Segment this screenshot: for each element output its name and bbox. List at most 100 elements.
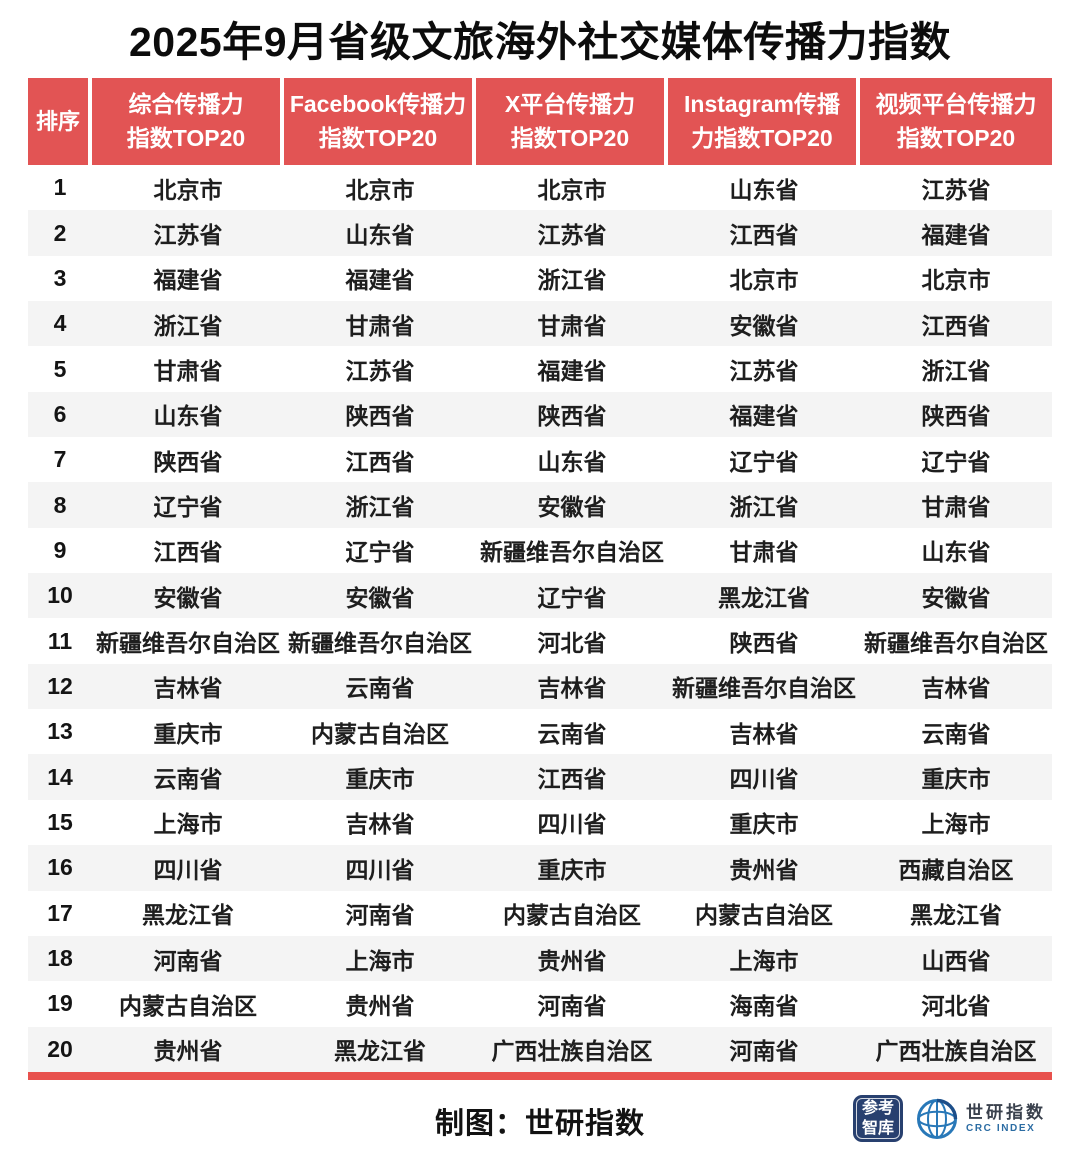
province-cell: 四川省	[729, 766, 799, 793]
province-cell: 贵州省	[345, 992, 415, 1019]
province-cell: 北京市	[537, 176, 607, 203]
table-row: 16 四川省 四川省 重庆市 贵州省 西藏自治区	[28, 845, 1052, 891]
rank-cell: 14	[47, 763, 73, 790]
table-row: 7 陕西省 江西省 山东省 辽宁省 辽宁省	[28, 437, 1052, 482]
province-cell: 江苏省	[729, 358, 799, 385]
province-cell: 江西省	[153, 539, 223, 566]
province-cell: 新疆维吾尔自治区	[288, 630, 472, 657]
table-row: 2 江苏省 山东省 江苏省 江西省 福建省	[28, 210, 1052, 256]
column-header-video: 视频平台传播力 指数TOP20	[860, 78, 1052, 165]
province-cell: 黑龙江省	[142, 902, 234, 929]
province-cell: 甘肃省	[345, 312, 415, 339]
province-cell: 贵州省	[729, 856, 799, 883]
table-row: 6 山东省 陕西省 陕西省 福建省 陕西省	[28, 391, 1052, 438]
province-cell: 新疆维吾尔自治区	[672, 675, 856, 702]
province-cell: 福建省	[345, 267, 415, 294]
province-cell: 安徽省	[537, 494, 607, 521]
province-cell: 山东省	[153, 403, 223, 430]
province-cell: 重庆市	[729, 811, 799, 838]
province-cell: 四川省	[153, 856, 223, 883]
province-cell: 上海市	[345, 947, 415, 974]
table-header-row: 排序 综合传播力 指数TOP20 Facebook传播力 指数TOP20 X平台传播力 指数…	[28, 78, 1052, 165]
rank-cell: 10	[47, 582, 73, 609]
rank-cell: 12	[47, 672, 73, 699]
province-cell: 北京市	[345, 176, 415, 203]
province-cell: 甘肃省	[537, 312, 607, 339]
province-cell: 重庆市	[153, 720, 223, 747]
province-cell: 山东省	[345, 222, 415, 249]
shiyan-subtitle: CRC INDEX	[966, 1122, 1036, 1134]
province-cell: 江苏省	[345, 358, 415, 385]
province-cell: 福建省	[921, 222, 991, 249]
province-cell: 辽宁省	[345, 539, 415, 566]
province-cell: 吉林省	[345, 811, 415, 838]
cankao-zhiku-logo: 参考 智库	[853, 1095, 903, 1142]
province-cell: 甘肃省	[153, 358, 223, 385]
province-cell: 陕西省	[921, 403, 991, 430]
rank-cell: 19	[47, 990, 73, 1017]
rank-cell: 15	[47, 808, 73, 835]
province-cell: 浙江省	[345, 494, 415, 521]
province-cell: 江西省	[537, 766, 607, 793]
province-cell: 黑龙江省	[334, 1038, 426, 1065]
province-cell: 辽宁省	[153, 494, 223, 521]
province-cell: 陕西省	[729, 630, 799, 657]
rank-cell: 2	[53, 219, 67, 246]
province-cell: 河北省	[537, 630, 607, 657]
province-cell: 安徽省	[345, 584, 415, 611]
province-cell: 辽宁省	[921, 448, 991, 475]
province-cell: 重庆市	[537, 856, 607, 883]
province-cell: 浙江省	[537, 267, 607, 294]
ranking-table: 排序 综合传播力 指数TOP20 Facebook传播力 指数TOP20 X平台传播力 指数…	[28, 78, 1052, 1080]
rank-cell: 5	[53, 355, 67, 382]
province-cell: 陕西省	[345, 403, 415, 430]
column-header-x: X平台传播力 指数TOP20	[476, 78, 668, 165]
table-row: 11 新疆维吾尔自治区 新疆维吾尔自治区 河北省 陕西省 新疆维吾尔自治区	[28, 618, 1052, 663]
table-row: 18 河南省 上海市 贵州省 上海市 山西省	[28, 935, 1052, 982]
shiyan-wordmark: 世研指数 CRC INDEX	[966, 1103, 1046, 1134]
column-header-facebook: Facebook传播力 指数TOP20	[284, 78, 476, 165]
province-cell: 广西壮族自治区	[491, 1038, 653, 1065]
cankao-logo-line1: 参考	[861, 1100, 894, 1118]
province-cell: 北京市	[153, 176, 223, 203]
province-cell: 云南省	[345, 675, 415, 702]
province-cell: 黑龙江省	[718, 584, 810, 611]
rank-cell: 20	[47, 1035, 73, 1062]
table-row: 12 吉林省 云南省 吉林省 新疆维吾尔自治区 吉林省	[28, 663, 1052, 710]
footer-logos: 参考 智库 世研指数 CRC INDEX	[853, 1095, 1046, 1142]
province-cell: 四川省	[345, 856, 415, 883]
table-row: 4 浙江省 甘肃省 甘肃省 安徽省 江西省	[28, 301, 1052, 347]
province-cell: 山西省	[921, 947, 991, 974]
globe-icon	[917, 1098, 958, 1139]
credit-text: 制图：世研指数	[434, 1108, 645, 1140]
table-row: 8 辽宁省 浙江省 安徽省 浙江省 甘肃省	[28, 482, 1052, 528]
province-cell: 云南省	[153, 766, 223, 793]
province-cell: 江西省	[921, 312, 991, 339]
shiyan-name: 世研指数	[966, 1102, 1046, 1122]
table-row: 20 贵州省 黑龙江省 广西壮族自治区 河南省 广西壮族自治区	[28, 1026, 1052, 1072]
table-row: 1 北京市 北京市 北京市 山东省 江苏省	[28, 165, 1052, 210]
province-cell: 安徽省	[153, 584, 223, 611]
table-body: 1 北京市 北京市 北京市 山东省 江苏省 2 江苏省 山东省 江苏省 江西省 福建省 3 福建省 福建省浙…	[28, 165, 1052, 1072]
province-cell: 吉林省	[153, 675, 223, 702]
province-cell: 山东省	[537, 448, 607, 475]
province-cell: 江苏省	[153, 222, 223, 249]
province-cell: 海南省	[729, 992, 799, 1019]
rank-cell: 18	[47, 945, 73, 972]
province-cell: 福建省	[729, 403, 799, 430]
province-cell: 河北省	[921, 992, 991, 1019]
province-cell: 甘肃省	[729, 539, 799, 566]
cankao-logo-line2: 智库	[861, 1119, 894, 1137]
table-row: 9 江西省 辽宁省 新疆维吾尔自治区 甘肃省 山东省	[28, 528, 1052, 573]
province-cell: 辽宁省	[537, 584, 607, 611]
province-cell: 上海市	[921, 811, 991, 838]
column-header-instagram: Instagram传播 力指数TOP20	[668, 78, 860, 165]
column-header-overall: 综合传播力 指数TOP20	[92, 78, 284, 165]
province-cell: 江苏省	[537, 222, 607, 249]
province-cell: 福建省	[537, 358, 607, 385]
province-cell: 内蒙古自治区	[695, 902, 833, 929]
table-row: 15 上海市 吉林省 四川省 重庆市 上海市	[28, 800, 1052, 845]
province-cell: 重庆市	[345, 766, 415, 793]
province-cell: 贵州省	[153, 1038, 223, 1065]
province-cell: 新疆维吾尔自治区	[96, 630, 280, 657]
